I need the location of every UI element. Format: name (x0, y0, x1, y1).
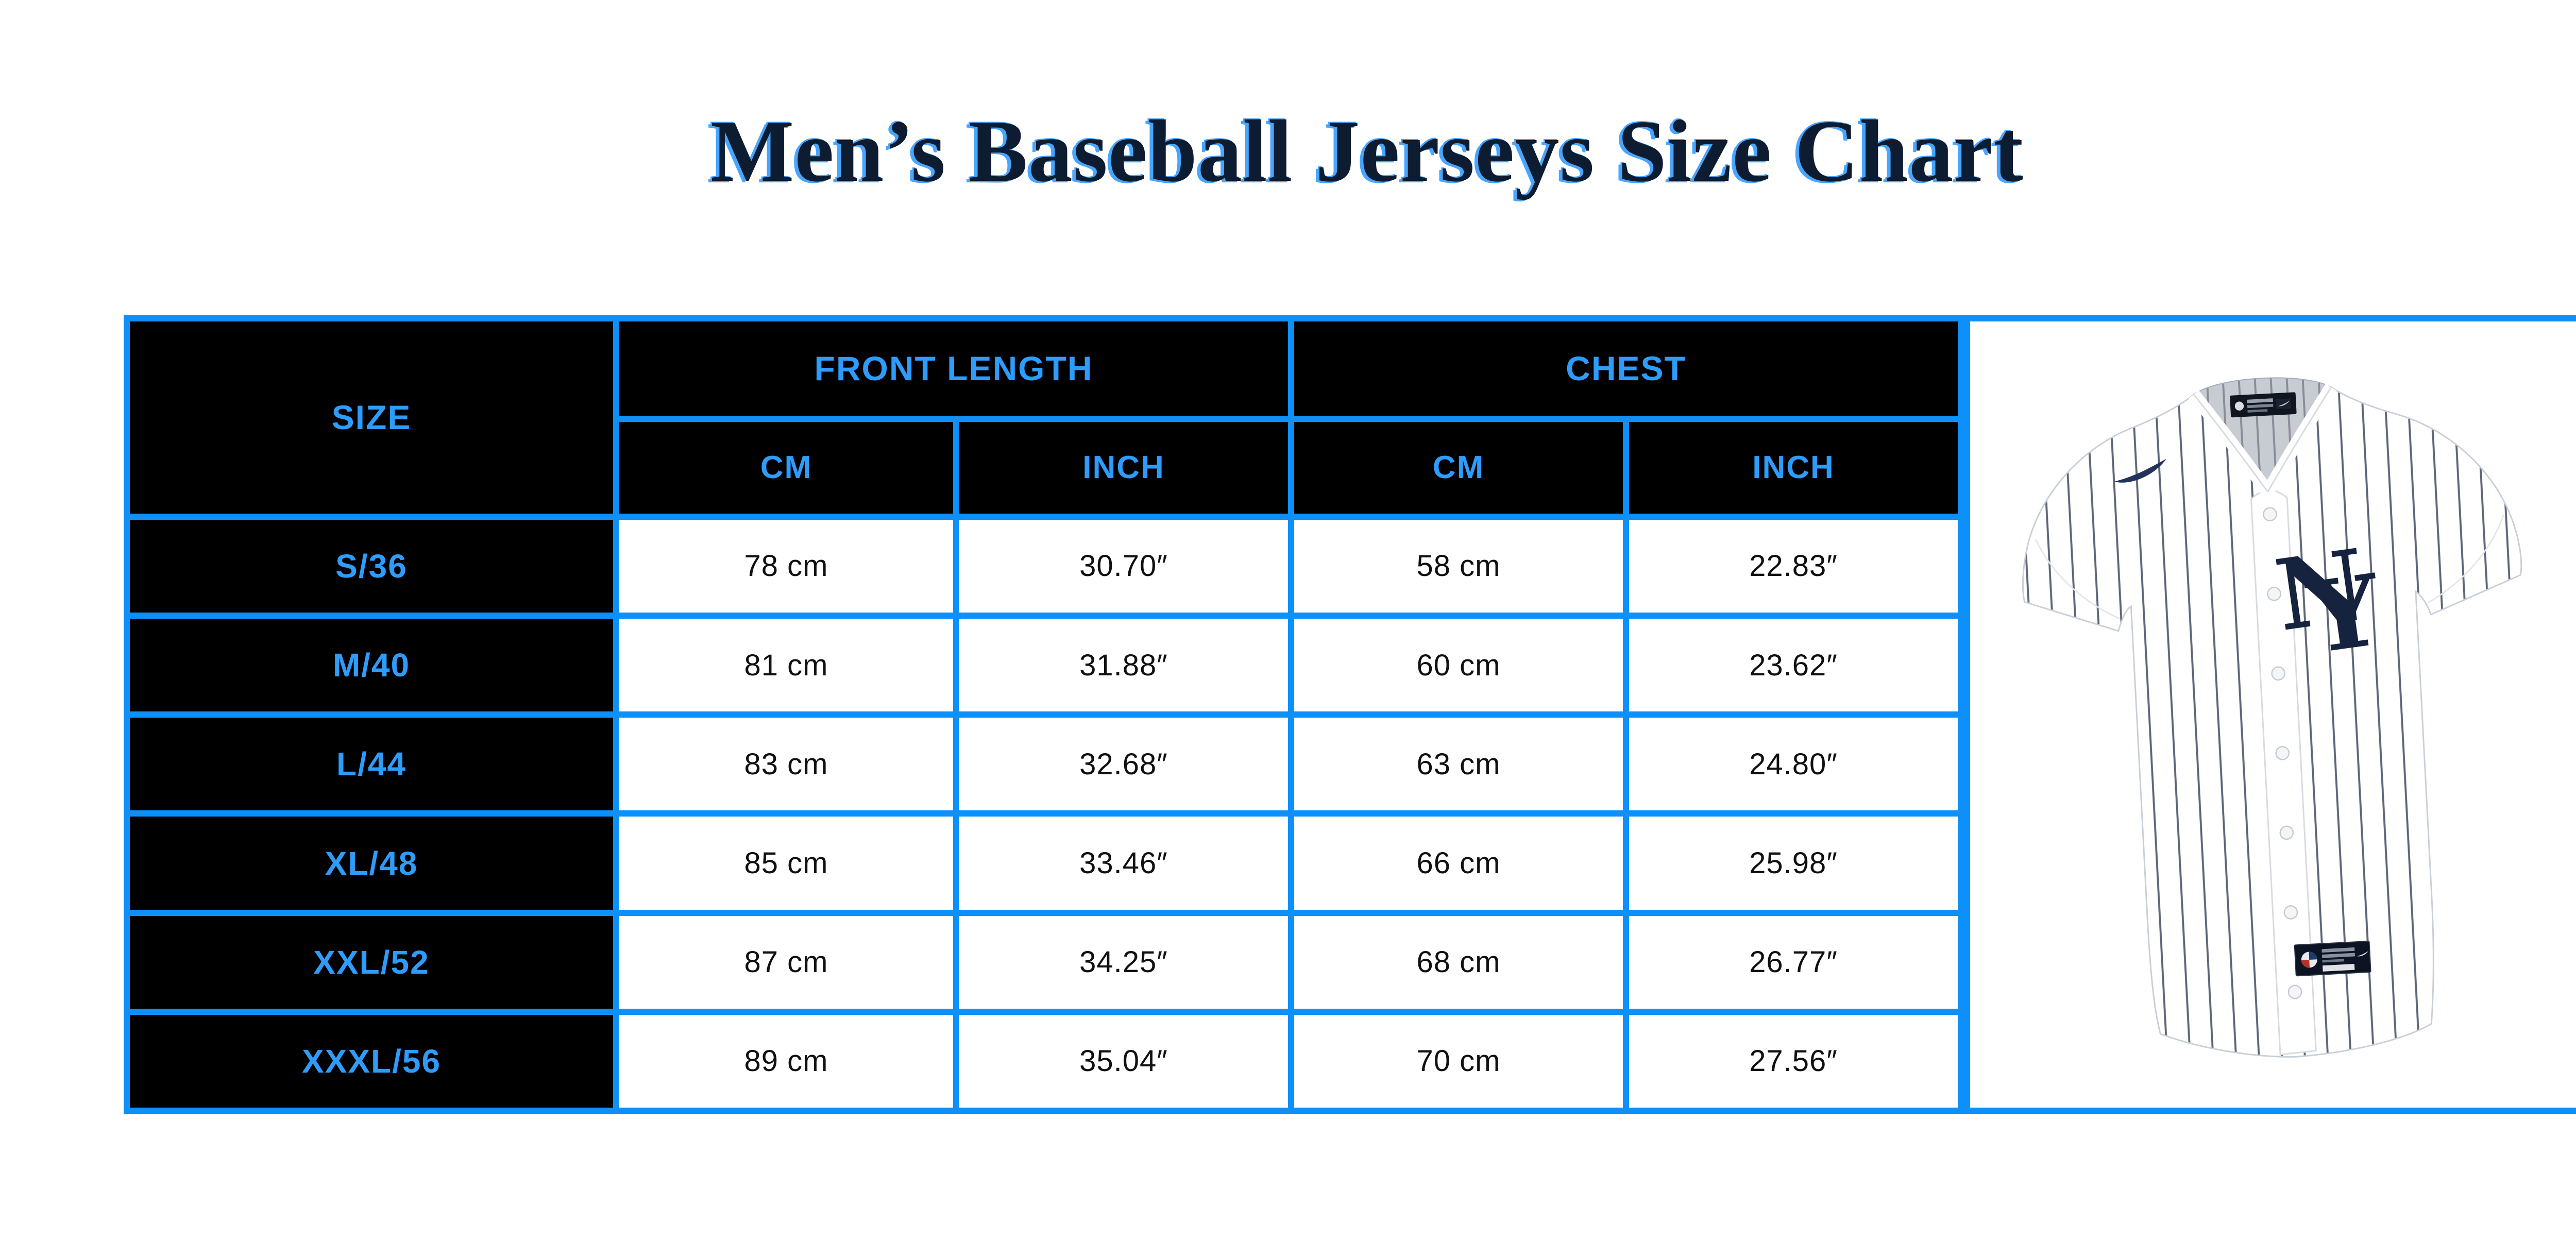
size-cell: XL/48 (124, 810, 619, 916)
table-row-s36: S/36 78 cm 30.70″ 58 cm 22.83″ (124, 513, 1964, 619)
chest-cm-cell: 70 cm (1288, 1008, 1630, 1114)
front-length-inch-cell: 30.70″ (953, 513, 1295, 619)
table-row-m40: M/40 81 cm 31.88″ 60 cm 23.62″ (124, 612, 1964, 718)
header-row-groups: SIZE FRONT LENGTH CHEST (124, 315, 1964, 520)
jock-tag (2294, 940, 2371, 977)
chest-inch-cell: 27.56″ (1623, 1008, 1964, 1114)
size-cell: L/44 (124, 711, 619, 817)
col-header-front-length: FRONT LENGTH (613, 315, 1295, 422)
chest-inch-cell: 23.62″ (1623, 612, 1964, 718)
header-row-units: CM INCH CM INCH (127, 415, 1964, 520)
size-chart-page: Men’s Baseball Jerseys Size Chart SIZE F… (124, 103, 2576, 1114)
jersey-illustration: N Y (2022, 377, 2522, 1058)
chest-cm-cell: 68 cm (1288, 909, 1630, 1015)
chest-inch-cell: 22.83″ (1623, 513, 1964, 619)
front-length-cm-cell: 85 cm (613, 810, 959, 916)
chest-inch-cell: 24.80″ (1623, 711, 1964, 817)
front-length-inch-cell: 33.46″ (953, 810, 1295, 916)
col-header-size: SIZE (124, 315, 619, 520)
content-board: SIZE FRONT LENGTH CHEST CM INCH CM INCH … (124, 315, 2576, 1114)
page-title: Men’s Baseball Jerseys Size Chart (710, 103, 2024, 200)
ny-logo: N Y (2269, 527, 2388, 676)
col-header-front-cm: CM (613, 415, 959, 520)
front-length-inch-cell: 32.68″ (953, 711, 1295, 817)
col-header-front-inch: INCH (953, 415, 1295, 520)
front-length-cm-cell: 81 cm (613, 612, 959, 718)
table-row-l44: L/44 83 cm 32.68″ 63 cm 24.80″ (124, 711, 1964, 817)
front-length-inch-cell: 34.25″ (953, 909, 1295, 1015)
svg-text:Y: Y (2301, 552, 2388, 676)
front-length-cm-cell: 89 cm (613, 1008, 959, 1114)
front-length-cm-cell: 87 cm (613, 909, 959, 1015)
chest-cm-cell: 58 cm (1288, 513, 1630, 619)
table-row-xxxl56: XXXL/56 89 cm 35.04″ 70 cm 27.56″ (124, 1008, 1964, 1114)
chest-cm-cell: 66 cm (1288, 810, 1630, 916)
size-cell: XXXL/56 (124, 1008, 619, 1114)
chest-inch-cell: 26.77″ (1623, 909, 1964, 1015)
jersey-image-panel: N Y (1964, 315, 2576, 1114)
size-cell: M/40 (124, 612, 619, 718)
front-length-inch-cell: 35.04″ (953, 1008, 1295, 1114)
svg-text:N: N (2269, 527, 2374, 653)
front-length-cm-cell: 83 cm (613, 711, 959, 817)
chest-cm-cell: 60 cm (1288, 612, 1630, 718)
sleeve-seam-right (2428, 514, 2504, 604)
size-cell: S/36 (124, 513, 619, 619)
front-length-cm-cell: 78 cm (613, 513, 959, 619)
front-length-inch-cell: 31.88″ (953, 612, 1295, 718)
col-header-chest-cm: CM (1288, 415, 1630, 520)
chest-cm-cell: 63 cm (1288, 711, 1630, 817)
chest-inch-cell: 25.98″ (1623, 810, 1964, 916)
collar-tag (2230, 392, 2297, 418)
nike-swoosh-icon (2114, 458, 2166, 483)
col-header-chest-inch: INCH (1623, 415, 1964, 520)
placket-buttons (2263, 507, 2302, 999)
size-table: SIZE FRONT LENGTH CHEST CM INCH CM INCH … (124, 315, 1964, 1114)
sleeve-seam-left (2035, 539, 2121, 620)
size-cell: XXL/52 (124, 909, 619, 1015)
neckline-trim (2189, 383, 2337, 496)
col-header-chest: CHEST (1288, 315, 1964, 422)
table-row-xl48: XL/48 85 cm 33.46″ 66 cm 25.98″ (124, 810, 1964, 916)
table-row-xxl52: XXL/52 87 cm 34.25″ 68 cm 26.77″ (124, 909, 1964, 1015)
